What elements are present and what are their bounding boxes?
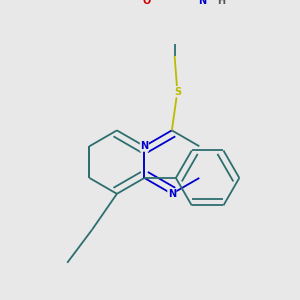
Text: N: N (198, 0, 206, 6)
Text: H: H (218, 0, 226, 6)
Text: S: S (174, 87, 181, 97)
Text: N: N (168, 189, 176, 199)
Text: O: O (143, 0, 151, 6)
Text: N: N (140, 141, 148, 151)
